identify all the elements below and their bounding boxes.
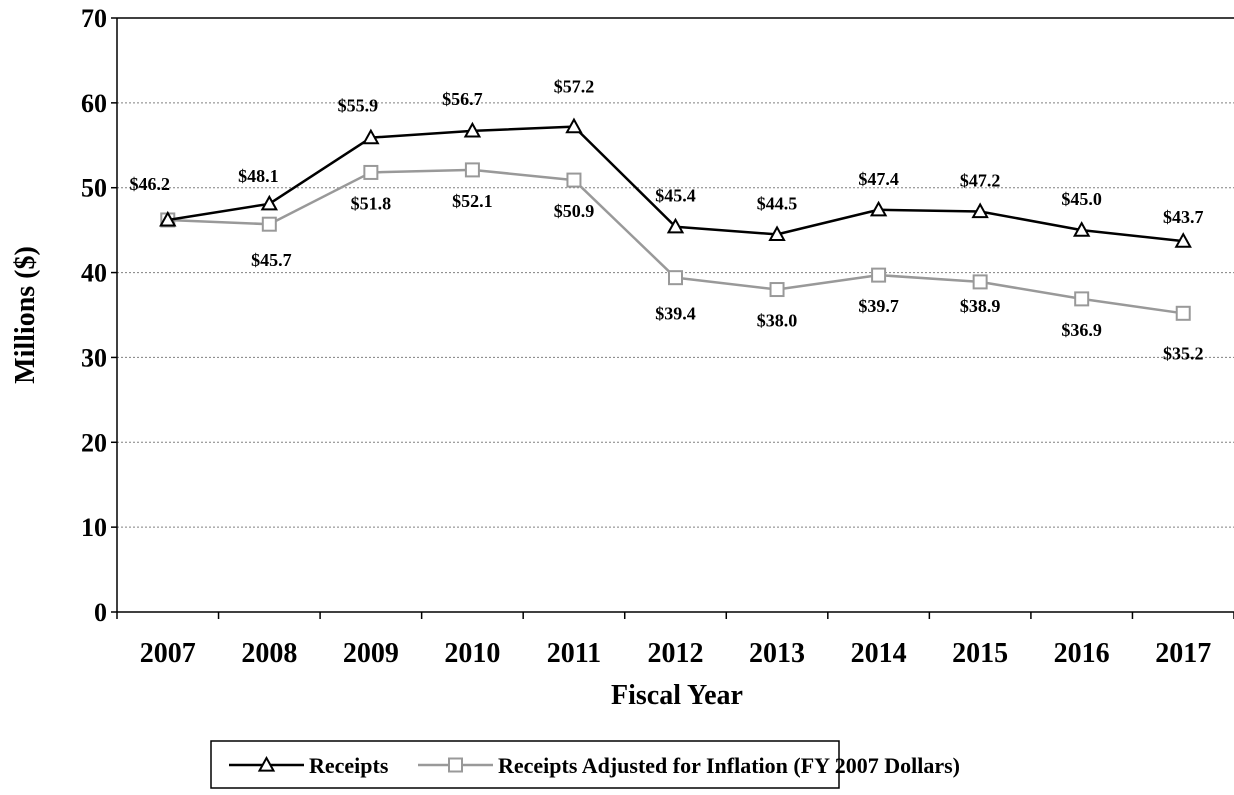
data-label: $38.0 (757, 311, 798, 331)
series-triangle (159, 117, 1192, 248)
data-label: $47.2 (960, 170, 1001, 190)
legend-item: Receipts Adjusted for Inflation (FY 2007… (418, 753, 960, 778)
x-tick-label: 2011 (547, 638, 601, 669)
data-label: $47.4 (858, 169, 899, 189)
square-marker (972, 274, 988, 290)
y-tick-label: 30 (81, 343, 107, 372)
triangle-marker (260, 194, 279, 211)
axes (111, 17, 1234, 619)
legend-label: Receipts (309, 753, 389, 778)
data-label: $52.1 (452, 191, 493, 211)
y-tick-label: 10 (81, 513, 107, 542)
triangle-marker (1072, 221, 1091, 237)
x-tick-label: 2007 (140, 638, 196, 669)
data-label: $55.9 (338, 96, 379, 116)
legend-items: Receipts Receipts Adjusted for Inflation … (229, 753, 960, 778)
legend-label: Receipts Adjusted for Inflation (FY 2007… (498, 753, 960, 778)
data-label: $35.2 (1163, 343, 1204, 363)
y-tick-label: 0 (94, 598, 107, 627)
data-labels: $46.2 $48.1 $55.9 $56.7 $57.2 $45.4 $44.5 $47.4… (130, 77, 1204, 364)
triangle-marker (463, 121, 482, 138)
triangle-marker (1174, 232, 1192, 248)
triangle-marker (869, 200, 888, 217)
y-tick-label: 40 (81, 259, 107, 288)
x-tick-labels: 2007 2008 2009 2010 2011 2012 2013 2014 2015 2016… (140, 638, 1211, 669)
x-axis-title: Fiscal Year (611, 680, 743, 711)
y-axis-title: Millions ($) (10, 246, 41, 384)
data-label: $44.5 (757, 193, 798, 213)
triangle-marker (362, 128, 380, 145)
square-marker (261, 216, 277, 232)
square-marker (769, 282, 785, 298)
data-label: $56.7 (442, 89, 483, 109)
data-label: $48.1 (238, 166, 279, 186)
square-marker (1175, 305, 1191, 321)
data-label: $36.9 (1061, 320, 1102, 340)
square-marker (566, 172, 582, 188)
x-tick-label: 2009 (343, 638, 399, 669)
data-label: $43.7 (1163, 207, 1204, 227)
data-label: $45.0 (1061, 189, 1102, 209)
square-marker (1074, 291, 1090, 307)
x-tick-label: 2010 (444, 638, 500, 669)
data-label: $39.4 (655, 304, 696, 324)
x-tick-label: 2017 (1155, 638, 1211, 669)
triangle-marker (565, 117, 583, 134)
triangle-marker (768, 225, 786, 241)
square-marker (448, 757, 463, 773)
data-label: $46.2 (130, 174, 171, 194)
y-tick-label: 20 (81, 428, 107, 457)
square-marker (871, 267, 887, 283)
x-tick-label: 2012 (648, 638, 704, 669)
data-label: $51.8 (351, 193, 392, 213)
data-label: $38.9 (960, 296, 1001, 316)
y-tick-label: 50 (81, 174, 107, 203)
square-marker (668, 270, 683, 286)
data-label: $45.7 (251, 250, 292, 270)
legend: Receipts Receipts Adjusted for Inflation … (210, 740, 960, 789)
y-tick-label: 70 (81, 4, 107, 33)
triangle-marker (257, 755, 276, 772)
legend-box (210, 740, 840, 789)
data-label: $50.9 (554, 201, 595, 221)
square-marker (464, 162, 480, 178)
data-label: $39.7 (858, 296, 899, 316)
y-tick-labels: 0 10 20 30 40 50 60 70 (81, 4, 107, 627)
x-tick-label: 2008 (241, 638, 297, 669)
x-tick-label: 2013 (749, 638, 805, 669)
series-layer (159, 117, 1192, 321)
x-tick-label: 2016 (1054, 638, 1110, 669)
triangle-marker (159, 210, 177, 227)
x-tick-label: 2014 (851, 638, 907, 669)
data-label: $45.4 (655, 186, 696, 206)
triangle-marker (666, 217, 685, 234)
y-tick-label: 60 (81, 89, 107, 118)
data-label: $57.2 (554, 77, 595, 97)
triangle-marker (971, 202, 989, 219)
x-tick-label: 2015 (952, 638, 1008, 669)
legend-item: Receipts (229, 753, 389, 778)
square-marker (363, 164, 379, 180)
